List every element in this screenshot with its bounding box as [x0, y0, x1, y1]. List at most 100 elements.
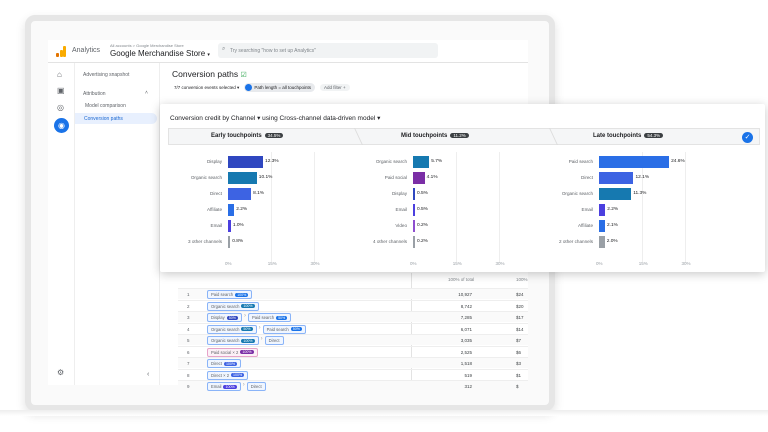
property-selector[interactable]: Google Merchandise Store ▾	[110, 49, 210, 58]
channel-label: Email	[395, 207, 408, 212]
column-divider	[411, 273, 412, 385]
step-percent-badge: 54.3%	[644, 133, 664, 138]
bar-value-label: 8.1%	[253, 191, 265, 196]
table-row[interactable]: 2 Organic search 100% 8,742 $20	[178, 299, 528, 311]
conversion-path: Organic search 50% › Paid search 50%	[207, 324, 306, 334]
bar-display[interactable]	[413, 188, 415, 200]
bar-value-label: 0.2%	[417, 223, 428, 228]
path-arrow-icon: ›	[242, 382, 245, 388]
bar-email[interactable]	[228, 220, 231, 232]
settings-icon[interactable]: ⚙	[57, 368, 65, 377]
channel-label: 4 other channels	[373, 239, 407, 244]
column-header-revenue[interactable]: 100%	[516, 277, 528, 282]
path-step-chip[interactable]: Paid search 50%	[262, 324, 306, 334]
bar-email[interactable]	[413, 204, 415, 216]
nav-conversion-paths[interactable]: Conversion paths	[75, 113, 157, 124]
bar-value-label: 24.6%	[671, 159, 685, 164]
path-step-chip[interactable]: Paid social × 2 100%	[207, 347, 258, 357]
path-step-chip[interactable]: Direct	[264, 336, 284, 345]
step-mid[interactable]: Mid touchpoints 11.2%	[401, 133, 469, 139]
reports-icon[interactable]: ▣	[57, 86, 65, 95]
page-title: Conversion paths ☑	[172, 69, 247, 79]
bar-organic-search[interactable]	[228, 172, 257, 184]
model-dropdown[interactable]: using Cross-channel data-driven model ▾	[262, 115, 381, 122]
step-late[interactable]: Late touchpoints 54.3%	[593, 133, 664, 139]
advertising-icon[interactable]: ◉	[54, 118, 69, 133]
path-step-chip[interactable]: Email 100%	[207, 382, 241, 391]
bar-affiliate[interactable]	[599, 220, 605, 232]
bar-direct[interactable]	[228, 188, 252, 200]
path-step-chip[interactable]: Organic search 50%	[207, 324, 257, 334]
axis-tick-label: 0%	[225, 261, 232, 266]
bar-2-other-channels[interactable]	[599, 236, 605, 248]
bar-value-label: 0.5%	[417, 191, 428, 196]
search-input[interactable]: ⌕ Try searching "how to set up Analytics"	[218, 43, 438, 58]
path-step-chip[interactable]: Display 50%	[207, 313, 242, 322]
nav-attribution[interactable]: Attribution	[83, 91, 106, 97]
chevron-up-icon[interactable]: ˄	[145, 90, 148, 96]
revenue-value: $6	[516, 349, 522, 355]
bar-organic-search[interactable]	[413, 156, 430, 168]
dimension-dropdown[interactable]: Conversion credit by Channel ▾	[170, 115, 261, 122]
table-row[interactable]: 5 Organic search 100% › Direct 3,035 $7	[178, 334, 528, 345]
breadcrumb[interactable]: All accounts > Google Merchandise Store	[110, 43, 184, 48]
report-check-icon[interactable]: ☑	[240, 72, 247, 79]
table-row[interactable]: 1 Paid search 100% 10,927 $24	[178, 288, 528, 299]
gridline	[498, 152, 500, 262]
bar-email[interactable]	[599, 204, 606, 216]
bar-paid-social[interactable]	[413, 172, 425, 184]
channel-name: Organic search	[211, 338, 240, 343]
chevron-down-icon: ▾	[207, 52, 210, 58]
step-early[interactable]: Early touchpoints 34.5%	[211, 133, 284, 139]
explore-icon[interactable]: ◎	[57, 103, 64, 112]
gridline	[270, 152, 272, 262]
surface	[0, 410, 768, 416]
row-index: 6	[187, 349, 190, 355]
check-circle-icon[interactable]: ✓	[742, 132, 753, 143]
add-filter-button[interactable]: Add filter +	[319, 84, 350, 91]
table-row[interactable]: 7 Direct 100% 1,518 $3	[178, 357, 528, 368]
conversions-value: 3,035	[460, 338, 472, 343]
filter-bar: 7/7 conversion events selected ▾ Path le…	[174, 83, 350, 92]
column-header-conversions[interactable]: 100% of total	[448, 277, 475, 282]
row-index: 3	[187, 315, 190, 320]
bar-paid-search[interactable]	[599, 156, 670, 168]
bar-direct[interactable]	[599, 172, 634, 184]
bar-value-label: 0.8%	[232, 239, 244, 244]
bar-value-label: 12.1%	[635, 175, 650, 180]
table-row[interactable]: 3 Display 50% › Paid search 50% 7,285 $17	[178, 311, 528, 322]
channel-label: Paid search	[568, 159, 593, 164]
path-step-chip[interactable]: Direct × 2 100%	[207, 370, 249, 380]
nav-advertising-snapshot[interactable]: Advertising snapshot	[83, 72, 130, 78]
path-step-chip[interactable]: Organic search 100%	[207, 301, 259, 311]
credit-badge: 100%	[235, 292, 249, 297]
collapse-nav-button[interactable]: ‹	[147, 371, 150, 378]
bar-value-label: 11.3%	[633, 191, 647, 196]
path-step-chip[interactable]: Direct	[246, 382, 266, 391]
conversion-path: Email 100% › Direct	[207, 382, 266, 391]
path-step-chip[interactable]: Paid search 50%	[247, 313, 292, 322]
bar-3-other-channels[interactable]	[228, 236, 231, 248]
path-length-chip[interactable]: Path length = all touchpoints	[244, 83, 315, 92]
table-row[interactable]: 4 Organic search 50% › Paid search 50% 6,071 $1…	[178, 322, 528, 334]
path-step-chip[interactable]: Direct 100%	[207, 359, 242, 368]
conversion-events-dropdown[interactable]: 7/7 conversion events selected ▾	[174, 84, 240, 90]
conversions-value: 10,927	[458, 292, 472, 297]
credit-badge: 50%	[241, 327, 253, 331]
revenue-value: $3	[516, 361, 522, 366]
home-icon[interactable]: ⌂	[57, 70, 62, 79]
path-step-chip[interactable]: Organic search 100%	[207, 336, 259, 345]
bar-affiliate[interactable]	[228, 204, 235, 216]
table-row[interactable]: 8 Direct × 2 100% 519 $1	[178, 368, 528, 380]
table-row[interactable]: 9 Email 100% › Direct 312 $	[178, 380, 528, 391]
bar-display[interactable]	[228, 156, 264, 168]
credit-badge: 100%	[240, 350, 254, 354]
bar-4-other-channels[interactable]	[413, 236, 415, 248]
bar-video[interactable]	[413, 220, 415, 232]
bar-organic-search[interactable]	[599, 188, 632, 200]
conversions-value: 2,525	[460, 349, 472, 355]
conversions-value: 1,518	[460, 361, 472, 366]
nav-model-comparison[interactable]: Model comparison	[85, 103, 126, 109]
table-row[interactable]: 6 Paid social × 2 100% 2,525 $6	[178, 345, 528, 357]
path-step-chip[interactable]: Paid search 100%	[207, 290, 253, 299]
